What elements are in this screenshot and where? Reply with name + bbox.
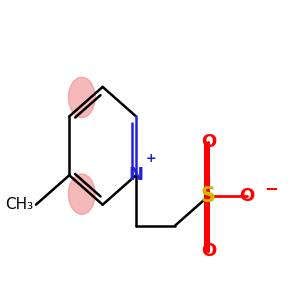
Text: O: O	[240, 187, 255, 205]
Text: S: S	[201, 186, 216, 206]
Text: O: O	[201, 133, 216, 151]
Text: −: −	[264, 179, 278, 197]
Text: O: O	[201, 242, 216, 260]
Text: N: N	[128, 166, 143, 184]
Circle shape	[68, 174, 95, 214]
Text: CH₃: CH₃	[5, 197, 33, 212]
Circle shape	[68, 77, 95, 118]
Text: +: +	[146, 152, 156, 165]
